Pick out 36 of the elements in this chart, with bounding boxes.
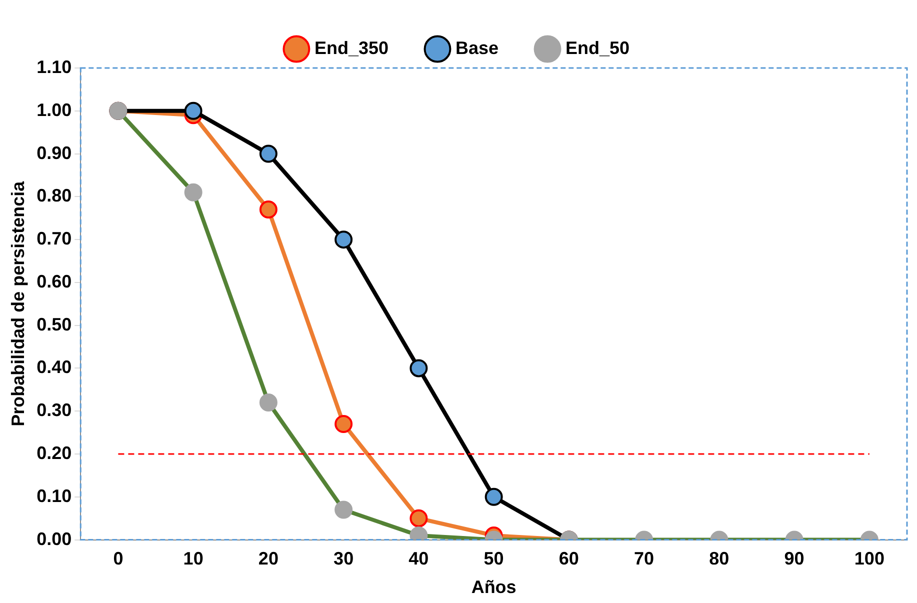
x-tick-label: 20: [258, 548, 278, 569]
y-tick-label: 0.10: [36, 486, 72, 506]
y-tick-label: 0.90: [36, 142, 72, 163]
x-tick-label: 40: [408, 548, 429, 569]
point: [410, 509, 428, 528]
point: [334, 414, 353, 433]
x-tick-label: 30: [334, 548, 354, 569]
point: [334, 230, 353, 249]
x-tick-label: 90: [784, 548, 804, 569]
y-tick-label: 0.80: [36, 186, 72, 206]
y-tick-label: 0.50: [36, 314, 72, 334]
point: [410, 359, 428, 378]
point: [259, 144, 278, 163]
y-axis-title: Probabilidad de persistencia: [8, 180, 28, 426]
y-tick-label: 0.30: [36, 400, 72, 420]
point: [259, 200, 278, 219]
y-tick-label: 0.00: [36, 528, 72, 549]
point: [484, 488, 503, 506]
x-tick-label: 100: [854, 548, 884, 569]
legend-label: End_350: [314, 38, 388, 58]
x-tick-label: 70: [634, 548, 654, 569]
y-tick-label: 0.60: [36, 271, 72, 292]
legend-label: End_50: [566, 38, 630, 58]
x-tick-label: 0: [113, 548, 124, 569]
y-tick-label: 0.70: [36, 228, 72, 249]
legend-label: Base: [455, 38, 499, 58]
x-axis-title: Años: [471, 577, 516, 598]
x-tick-label: 50: [484, 548, 504, 569]
y-tick-label: 1.00: [36, 100, 72, 120]
y-tick-label: 0.40: [36, 357, 72, 378]
x-tick-label: 80: [709, 548, 730, 569]
point: [184, 102, 202, 120]
x-tick-label: 10: [183, 548, 204, 569]
y-tick-label: 1.10: [36, 56, 72, 77]
x-tick-label: 60: [558, 548, 579, 569]
y-tick-label: 0.20: [36, 442, 72, 463]
